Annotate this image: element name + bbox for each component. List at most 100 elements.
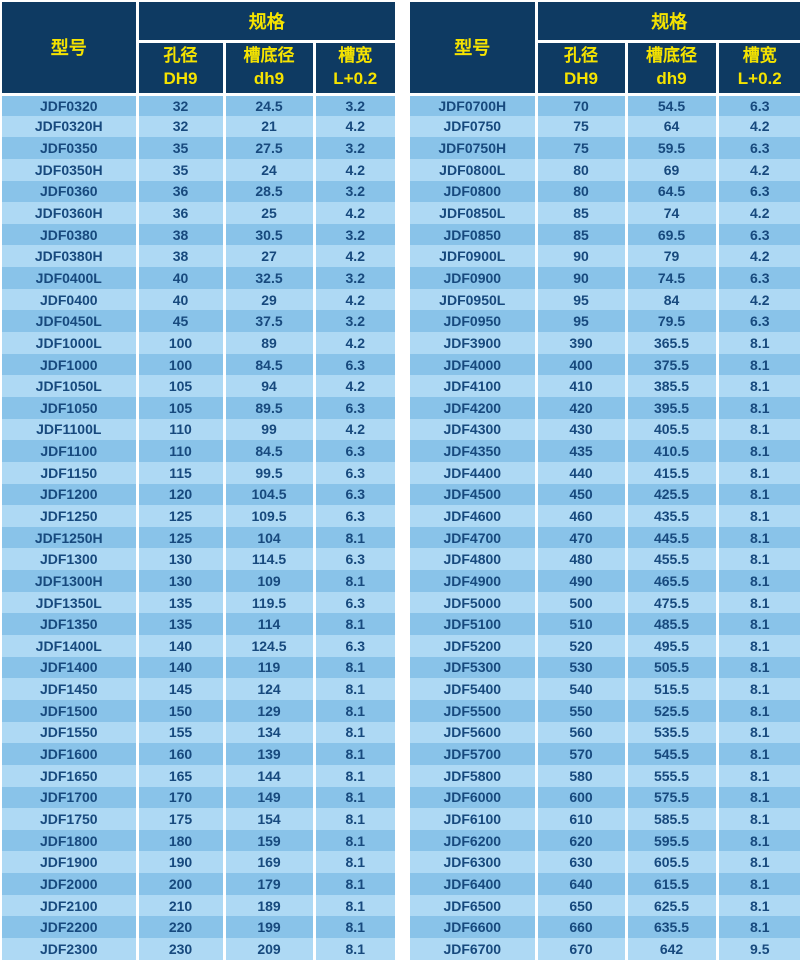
value-cell: 80: [534, 180, 626, 203]
value-cell: 85: [534, 202, 626, 224]
value-cell: 495.5: [624, 635, 717, 657]
model-cell: JDF5600: [410, 721, 536, 744]
value-cell: 94: [222, 375, 314, 397]
value-cell: 124: [222, 678, 314, 700]
value-cell: 36: [135, 180, 224, 203]
model-cell: JDF5300: [410, 656, 536, 679]
model-cell: JDF1350L: [2, 591, 137, 614]
value-cell: 375.5: [624, 353, 717, 376]
model-cell: JDF1300H: [2, 570, 137, 592]
model-cell: JDF6000: [410, 786, 536, 809]
value-cell: 8.1: [312, 678, 395, 700]
value-cell: 110: [135, 418, 224, 441]
value-cell: 4.2: [312, 332, 395, 354]
value-cell: 119: [222, 656, 314, 679]
table-row: JDF5800 580 555.5 8.1: [410, 764, 800, 787]
value-cell: 8.1: [715, 526, 800, 549]
value-cell: 8.1: [312, 808, 395, 830]
table-row: JDF0850L 85 74 4.2: [410, 202, 800, 224]
value-cell: 630: [534, 851, 626, 874]
model-cell: JDF0800: [410, 180, 536, 203]
value-cell: 36: [135, 202, 224, 224]
model-cell: JDF0320H: [2, 115, 137, 138]
value-cell: 75: [534, 115, 626, 138]
value-cell: 642: [624, 937, 717, 960]
value-cell: 435: [534, 440, 626, 462]
value-cell: 8.1: [715, 548, 800, 571]
value-cell: 79: [624, 245, 717, 268]
table-row: JDF0850 85 69.5 6.3: [410, 223, 800, 246]
model-cell: JDF1150: [2, 461, 137, 484]
value-cell: 4.2: [715, 288, 800, 311]
value-cell: 4.2: [715, 158, 800, 181]
table-row: JDF0950L 95 84 4.2: [410, 288, 800, 311]
model-cell: JDF4900: [410, 570, 536, 592]
value-cell: 64: [624, 115, 717, 138]
model-cell: JDF1800: [2, 829, 137, 852]
value-cell: 605.5: [624, 851, 717, 874]
value-cell: 35: [135, 137, 224, 159]
value-cell: 8.1: [715, 635, 800, 657]
value-cell: 8.1: [312, 570, 395, 592]
value-cell: 8.1: [715, 656, 800, 679]
table-row: JDF0900 90 74.5 6.3: [410, 267, 800, 289]
value-cell: 84.5: [222, 440, 314, 462]
value-cell: 104.5: [222, 483, 314, 506]
table-row: JDF1700 170 149 8.1: [2, 786, 395, 809]
value-cell: 510: [534, 613, 626, 636]
table-row: JDF4300 430 405.5 8.1: [410, 418, 800, 441]
value-cell: 8.1: [312, 873, 395, 895]
table-row: JDF5300 530 505.5 8.1: [410, 656, 800, 679]
value-cell: 390: [534, 332, 626, 354]
value-cell: 640: [534, 873, 626, 895]
table-row: JDF0350 35 27.5 3.2: [2, 137, 395, 159]
value-cell: 450: [534, 483, 626, 506]
model-cell: JDF1900: [2, 851, 137, 874]
value-cell: 8.1: [312, 894, 395, 917]
value-cell: 425.5: [624, 483, 717, 506]
model-cell: JDF1650: [2, 764, 137, 787]
value-cell: 570: [534, 743, 626, 765]
model-cell: JDF1000L: [2, 332, 137, 354]
value-cell: 90: [534, 267, 626, 289]
value-cell: 465.5: [624, 570, 717, 592]
model-cell: JDF0450L: [2, 310, 137, 333]
table-row: JDF6200 620 595.5 8.1: [410, 829, 800, 852]
value-cell: 8.1: [715, 873, 800, 895]
table-row: JDF0360 36 28.5 3.2: [2, 180, 395, 203]
groove-width-tolerance: L+0.2: [737, 68, 782, 88]
value-cell: 470: [534, 526, 626, 549]
value-cell: 3.2: [312, 223, 395, 246]
table-row: JDF1050 105 89.5 6.3: [2, 396, 395, 419]
bore-diameter-tolerance: DH9: [563, 68, 598, 88]
value-cell: 59.5: [624, 137, 717, 159]
value-cell: 45: [135, 310, 224, 333]
model-cell: JDF6200: [410, 829, 536, 852]
value-cell: 6.3: [312, 505, 395, 527]
groove-width-header: 槽宽 L+0.2: [312, 41, 395, 96]
value-cell: 560: [534, 721, 626, 744]
table-row: JDF0800 80 64.5 6.3: [410, 180, 800, 203]
table-row: JDF4000 400 375.5 8.1: [410, 353, 800, 376]
table-row: JDF4350 435 410.5 8.1: [410, 440, 800, 462]
model-cell: JDF3900: [410, 332, 536, 354]
value-cell: 38: [135, 223, 224, 246]
value-cell: 500: [534, 591, 626, 614]
table-row: JDF5700 570 545.5 8.1: [410, 743, 800, 765]
model-cell: JDF0380: [2, 223, 137, 246]
model-cell: JDF4400: [410, 461, 536, 484]
value-cell: 4.2: [312, 202, 395, 224]
table-row: JDF1350L 135 119.5 6.3: [2, 591, 395, 614]
model-cell: JDF5500: [410, 699, 536, 722]
value-cell: 6.3: [715, 94, 800, 116]
table-row: JDF1400 140 119 8.1: [2, 656, 395, 679]
table-row: JDF6100 610 585.5 8.1: [410, 808, 800, 830]
model-cell: JDF1050L: [2, 375, 137, 397]
value-cell: 105: [135, 375, 224, 397]
value-cell: 8.1: [715, 786, 800, 809]
model-cell: JDF6100: [410, 808, 536, 830]
value-cell: 420: [534, 396, 626, 419]
bore-diameter-header: 孔径 DH9: [137, 41, 224, 96]
value-cell: 8.1: [715, 570, 800, 592]
model-cell: JDF5000: [410, 591, 536, 614]
